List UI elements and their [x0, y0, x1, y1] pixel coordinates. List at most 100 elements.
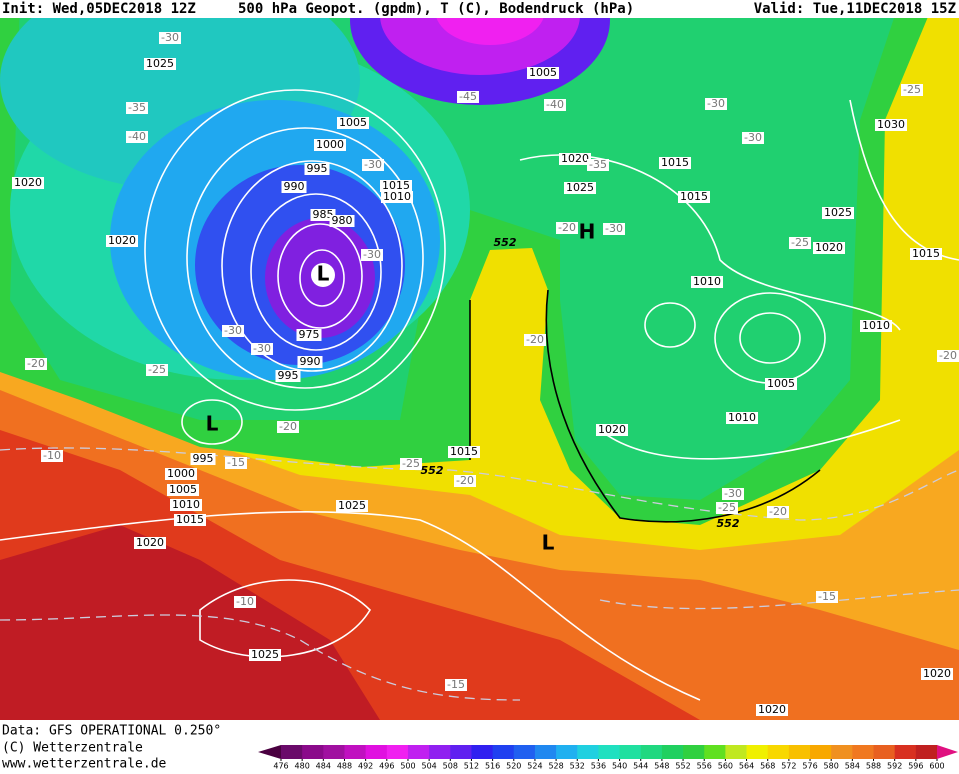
pressure-center: L [317, 262, 330, 286]
temperature-label: -35 [128, 101, 146, 114]
label-box [126, 102, 148, 114]
colorbar-swatch [788, 745, 811, 759]
isobars [0, 89, 959, 701]
isobar-label: 1015 [912, 247, 940, 260]
isobar-label: 1015 [661, 156, 689, 169]
temperature-label: -25 [148, 363, 166, 376]
temperature-label: -20 [27, 357, 45, 370]
header-band [0, 0, 959, 18]
website: www.wetterzentrale.de [2, 757, 167, 771]
label-box [310, 209, 336, 221]
geopotential-label: 552 [717, 517, 740, 530]
label-box [457, 91, 479, 103]
colorbar-swatch [619, 745, 642, 759]
temperature-label: -20 [939, 349, 957, 362]
label-box [170, 499, 202, 511]
label-box [12, 177, 44, 189]
label-box [756, 704, 788, 716]
colorbar-label: 560 [718, 762, 733, 771]
label-box [362, 159, 384, 171]
colorbar-swatch [323, 745, 345, 759]
isobar-label: 1000 [167, 467, 195, 480]
colorbar-label: 592 [887, 762, 902, 771]
colorbar-label: 512 [464, 762, 479, 771]
colorbar-swatch [386, 745, 409, 759]
temperature-label: -20 [769, 505, 787, 518]
colorbar-label: 580 [824, 762, 839, 771]
label-box [524, 334, 546, 346]
colorbar-label: 476 [273, 762, 288, 771]
temperature-label: -30 [363, 248, 381, 261]
colorbar-label: 536 [591, 762, 606, 771]
colorbar-swatch [577, 745, 599, 759]
label-box [716, 502, 738, 514]
colorbar-swatch [281, 745, 303, 759]
colorbar-end [258, 745, 281, 759]
label-box [822, 207, 854, 219]
label-box [400, 458, 422, 470]
label-box [559, 153, 591, 165]
temperature-label: -25 [791, 236, 809, 249]
temperature-label: -25 [903, 83, 921, 96]
label-box [678, 191, 710, 203]
colorbar-label: 572 [781, 762, 796, 771]
colorbar-swatch [365, 745, 388, 759]
label-box [875, 119, 907, 131]
colorbar-label: 516 [485, 762, 500, 771]
label-box [742, 132, 764, 144]
label-box [454, 475, 476, 487]
colorbar-label: 484 [316, 762, 331, 771]
label-box [329, 215, 355, 227]
colorbar-swatch [471, 745, 494, 759]
colorbar-swatch [746, 745, 769, 759]
colorbar-label: 540 [612, 762, 627, 771]
label-box [816, 591, 838, 603]
colorbar-label: 600 [929, 762, 944, 771]
isobar-label: 1015 [680, 190, 708, 203]
temperature-label: -30 [724, 487, 742, 500]
label-box [544, 99, 566, 111]
isobar-label: 1020 [14, 176, 42, 189]
isobar-label: 1010 [693, 275, 721, 288]
label-box [765, 378, 797, 390]
isobar-label: 995 [307, 162, 328, 175]
label-box [277, 421, 299, 433]
label-box [249, 649, 281, 661]
label-box [281, 181, 307, 193]
colorbar-swatch [704, 745, 726, 759]
colorbar-label: 564 [739, 762, 754, 771]
label-box [767, 506, 789, 518]
temperature-label: -30 [605, 222, 623, 235]
init-time: Init: Wed,05DEC2018 12Z [2, 1, 196, 17]
label-box [275, 370, 301, 382]
colorbar-label: 500 [400, 762, 415, 771]
isobar-label: 980 [332, 214, 353, 227]
label-box [603, 223, 625, 235]
label-box [789, 237, 811, 249]
colorbar-label: 552 [675, 762, 690, 771]
isobar-label: 1010 [172, 498, 200, 511]
colorbar-swatch [429, 745, 451, 759]
colorbar-swatch [344, 745, 367, 759]
label-box [860, 320, 892, 332]
pressure-center: L [542, 531, 555, 555]
colorbar-swatch [852, 745, 875, 759]
label-box [691, 276, 723, 288]
isobar-label: 1030 [877, 118, 905, 131]
colorbar-swatch [450, 745, 472, 759]
temperature-label: -25 [718, 501, 736, 514]
colorbar-swatch [915, 745, 938, 759]
colorbar-label: 548 [654, 762, 669, 771]
copyright: (C) Wetterzentrale [2, 741, 143, 756]
colorbar: 476 480 484 488 492 496 500 504 508 512 516 520 524 5… [258, 745, 958, 771]
temperature-label: -20 [558, 221, 576, 234]
temperature-label: -30 [224, 324, 242, 337]
temperature-label: -20 [456, 474, 474, 487]
label-box [921, 668, 953, 680]
colorbar-swatch [810, 745, 832, 759]
label-box [174, 514, 206, 526]
label-box [705, 98, 727, 110]
label-box [659, 157, 691, 169]
label-box [556, 222, 578, 234]
temperature-label: -30 [364, 158, 382, 171]
